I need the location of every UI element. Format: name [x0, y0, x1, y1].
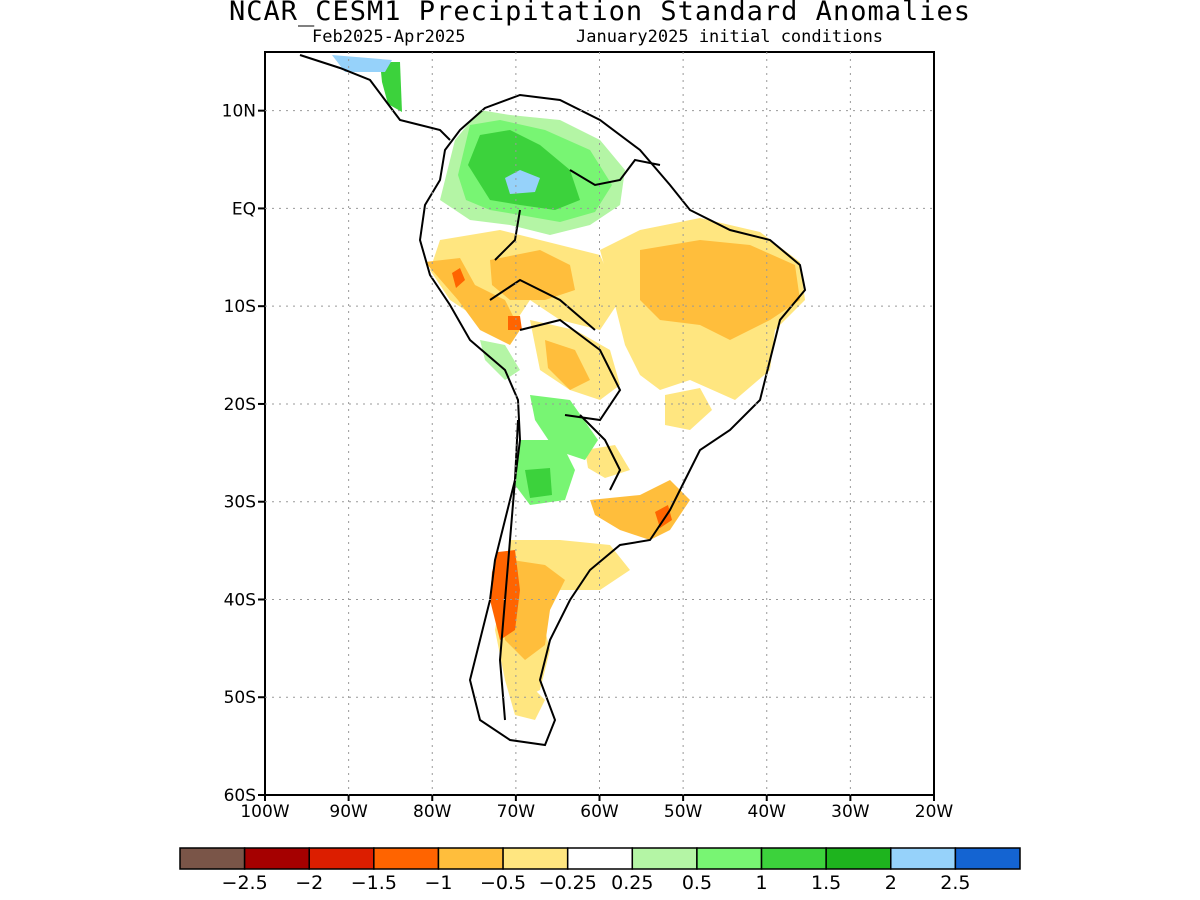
anomaly-region-bolivia-green: [530, 395, 598, 460]
anomaly-region-bolivia-core: [545, 340, 590, 390]
lon-tick-label: 100W: [240, 802, 289, 822]
lat-tick-label: 30S: [224, 493, 256, 513]
lat-tick-label: 10S: [224, 297, 256, 317]
anomaly-region-central-america: [380, 62, 402, 112]
colorbar-swatch: [890, 847, 957, 870]
colorbar-label: −0.5: [480, 872, 526, 894]
border-colombia-brazil: [494, 209, 521, 261]
colorbar-swatch: [566, 847, 634, 870]
map-gridlines: [265, 52, 934, 795]
map-subtitle-period: Feb2025-Apr2025: [312, 27, 466, 47]
anomaly-region-paraguay: [585, 445, 630, 478]
colorbar-swatch: [954, 847, 1021, 870]
colorbar-label: −1.5: [351, 872, 397, 894]
latitude-axis: 10N EQ 10S 20S 30S 40S 50S 60S: [222, 102, 265, 806]
anomaly-region-central-america-blue: [332, 55, 392, 72]
anomaly-region-se-brazil: [665, 388, 712, 430]
anomaly-region-uruguay-strong: [655, 505, 672, 528]
colorbar-swatch: [696, 847, 763, 870]
map-title: NCAR_CESM1 Precipitation Standard Anomal…: [229, 0, 971, 27]
anomaly-region-colombia-strong: [468, 130, 580, 210]
colorbar-label: 1: [755, 872, 767, 894]
colorbar-swatch: [243, 847, 310, 870]
anomaly-region-uruguay: [590, 480, 690, 540]
anomaly-region-peru-south: [508, 316, 522, 330]
colorbar-label: −1: [424, 872, 452, 894]
border-argentina-chile: [498, 419, 519, 721]
anomaly-region-argentina-north-core: [525, 468, 552, 498]
anomaly-region-brazil-core: [640, 240, 800, 340]
lat-tick-label: EQ: [232, 199, 256, 219]
border-paraguay: [579, 414, 622, 491]
border-venezuela-guyana: [569, 158, 661, 187]
map-subtitle-initial-conditions: January2025 initial conditions: [576, 27, 884, 47]
colorbar-label: −2: [295, 872, 323, 894]
colorbar-swatch: [825, 847, 892, 870]
coastline-and-borders: [299, 54, 807, 747]
lon-tick-label: 20W: [915, 802, 954, 822]
lon-tick-label: 70W: [497, 802, 536, 822]
lon-tick-label: 60W: [580, 802, 619, 822]
anomaly-region-andes-green: [480, 340, 520, 380]
colorbar-label: 2.5: [940, 872, 970, 894]
south-america-coastline: [418, 93, 807, 747]
anomaly-region-peru-north: [452, 268, 465, 288]
lat-tick-label: 40S: [224, 590, 256, 610]
anomaly-region-peru-coast: [425, 258, 520, 345]
border-peru-brazil: [489, 278, 596, 331]
colorbar-label: −0.25: [539, 872, 597, 894]
colorbar-label: 2: [885, 872, 897, 894]
colorbar-label: 0.5: [682, 872, 712, 894]
central-america-coastline: [299, 54, 451, 141]
lon-tick-label: 80W: [413, 802, 452, 822]
lat-tick-label: 20S: [224, 395, 256, 415]
lat-tick-label: 10N: [222, 102, 256, 122]
anomaly-shading: [332, 55, 805, 720]
lon-tick-label: 40W: [748, 802, 787, 822]
anomaly-region-patagonia: [505, 680, 545, 720]
border-bolivia: [519, 318, 622, 422]
colorbar-swatch: [760, 847, 827, 870]
anomaly-region-colombia-peak: [505, 170, 540, 194]
lat-tick-label: 50S: [224, 688, 256, 708]
colorbar-swatch: [373, 847, 440, 870]
colorbar-label: 1.5: [811, 872, 841, 894]
colorbar-swatch: [179, 847, 246, 870]
colorbar-label: −2.5: [222, 872, 268, 894]
lon-tick-label: 30W: [831, 802, 870, 822]
colorbar-label: 0.25: [611, 872, 653, 894]
anomaly-region-peru: [490, 250, 575, 300]
colorbar-swatch: [502, 847, 569, 870]
colorbar-swatch: [308, 847, 375, 870]
colorbar: −2.5 −2 −1.5 −1 −0.5 −0.25 0.25 0.5 1 1.5 2 2.5: [179, 847, 1021, 894]
colorbar-swatch: [437, 847, 504, 870]
longitude-axis: 100W 90W 80W 70W 60W 50W 40W 30W 20W: [240, 795, 953, 822]
lon-tick-label: 90W: [329, 802, 368, 822]
lat-tick-label: 60S: [224, 786, 256, 806]
lon-tick-label: 50W: [664, 802, 703, 822]
colorbar-swatch: [631, 847, 698, 870]
